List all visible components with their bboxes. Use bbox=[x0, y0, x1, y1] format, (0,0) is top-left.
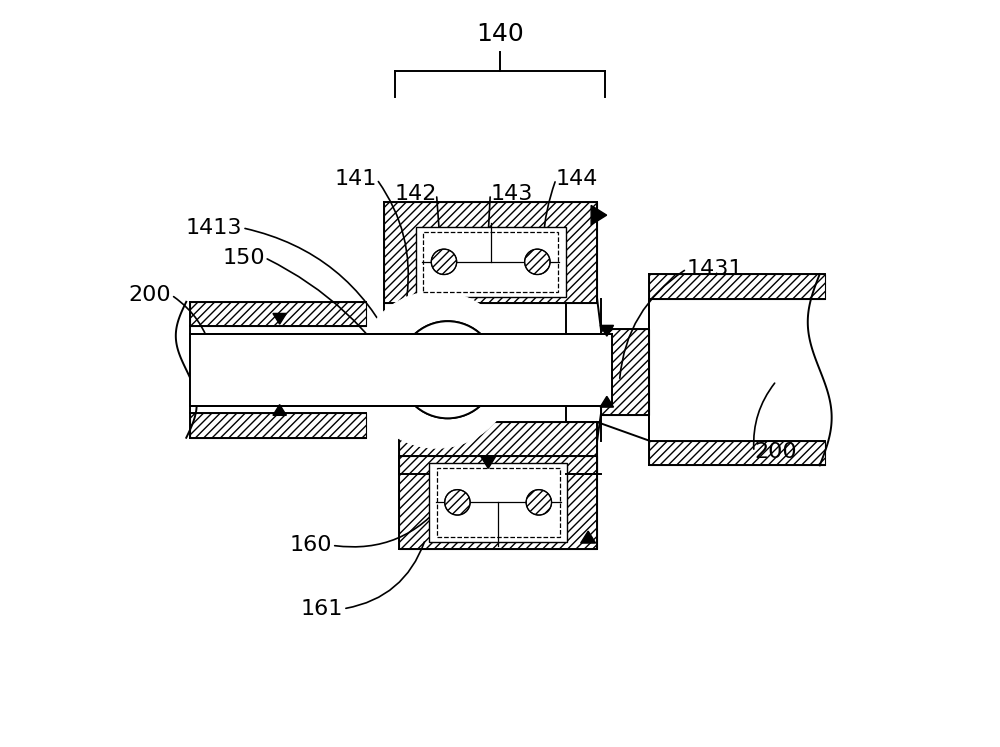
Text: 160: 160 bbox=[289, 536, 332, 555]
Text: 143: 143 bbox=[490, 185, 533, 204]
Polygon shape bbox=[273, 405, 286, 415]
Circle shape bbox=[431, 249, 457, 275]
Text: 150: 150 bbox=[222, 248, 265, 267]
Polygon shape bbox=[600, 326, 614, 336]
Text: 200: 200 bbox=[754, 442, 797, 462]
Bar bbox=[429, 463, 567, 542]
Text: 161: 161 bbox=[301, 599, 343, 619]
Text: 1413: 1413 bbox=[186, 218, 242, 238]
Bar bbox=[190, 334, 612, 406]
Bar bbox=[399, 422, 597, 474]
Bar bbox=[437, 468, 560, 537]
Bar bbox=[190, 334, 612, 406]
Bar bbox=[190, 302, 366, 326]
Polygon shape bbox=[273, 314, 286, 324]
Bar bbox=[399, 456, 597, 549]
Bar bbox=[649, 274, 825, 299]
Circle shape bbox=[358, 291, 515, 448]
Polygon shape bbox=[591, 205, 607, 225]
Text: 144: 144 bbox=[556, 170, 598, 189]
Circle shape bbox=[445, 490, 470, 515]
Text: 141: 141 bbox=[334, 170, 377, 189]
Bar bbox=[416, 227, 566, 297]
Polygon shape bbox=[481, 456, 496, 468]
Text: 140: 140 bbox=[476, 22, 524, 46]
Bar bbox=[384, 202, 597, 303]
Circle shape bbox=[358, 291, 515, 448]
Bar bbox=[649, 441, 825, 465]
Text: 1431: 1431 bbox=[687, 259, 743, 279]
Text: 200: 200 bbox=[129, 285, 171, 305]
Circle shape bbox=[399, 321, 496, 418]
Polygon shape bbox=[581, 531, 596, 543]
Circle shape bbox=[525, 249, 550, 275]
Circle shape bbox=[399, 321, 496, 418]
Bar bbox=[601, 329, 649, 415]
Bar bbox=[423, 232, 558, 292]
Bar bbox=[190, 413, 366, 438]
Circle shape bbox=[526, 490, 552, 515]
Text: 142: 142 bbox=[394, 185, 437, 204]
Polygon shape bbox=[600, 397, 614, 407]
